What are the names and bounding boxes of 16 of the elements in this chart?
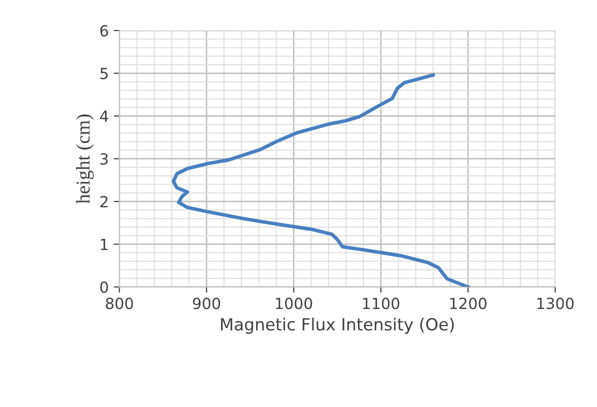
y-tick-label: 5 (100, 68, 108, 80)
x-tick-label: 1000 (276, 298, 312, 310)
x-tick-label: 900 (192, 298, 220, 310)
line-series (172, 73, 470, 287)
y-tick-label: 4 (100, 110, 108, 122)
x-axis-title: Magnetic Flux Intensity (Oe) (221, 318, 454, 334)
y-tick-label: 2 (100, 196, 108, 208)
x-tick-label: 800 (106, 298, 133, 310)
x-tick-label: 1200 (450, 298, 486, 310)
y-tick-label: 1 (100, 238, 108, 250)
y-axis-title: height (cm) (76, 114, 94, 204)
y-tick-label: 6 (100, 24, 108, 37)
y-tick-label: 0 (100, 281, 108, 293)
x-tick-label: 1100 (363, 298, 400, 310)
y-tick-label: 3 (100, 153, 108, 165)
x-tick-label: 1300 (537, 298, 574, 310)
